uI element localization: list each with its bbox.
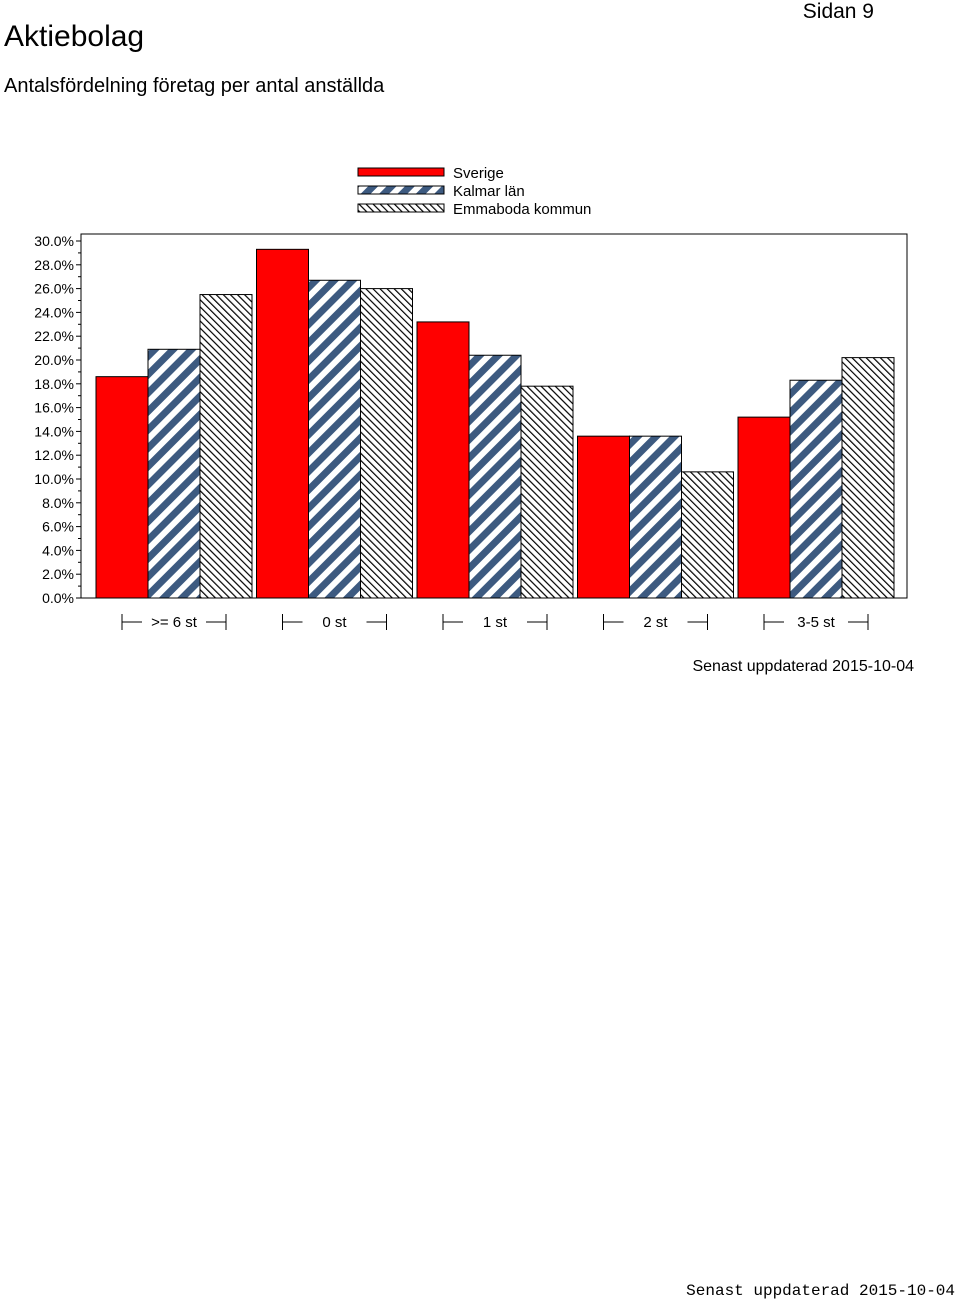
bar bbox=[256, 248, 309, 599]
y-tick-label: 26.0% bbox=[34, 281, 74, 297]
y-tick-label: 0.0% bbox=[42, 590, 74, 606]
legend-swatch bbox=[357, 185, 445, 195]
legend-label: Emmaboda kommun bbox=[453, 201, 591, 218]
y-tick-label: 16.0% bbox=[34, 400, 74, 416]
x-tick-label: >= 6 st bbox=[151, 614, 198, 631]
bar bbox=[95, 376, 149, 599]
legend-swatch bbox=[357, 203, 445, 213]
x-tick-label: 2 st bbox=[643, 614, 668, 631]
y-tick-label: 28.0% bbox=[34, 257, 74, 273]
page-subtitle: Antalsfördelning företag per antal anstä… bbox=[4, 75, 385, 97]
bar bbox=[737, 416, 791, 599]
bar bbox=[147, 348, 201, 599]
bar bbox=[199, 294, 253, 599]
y-tick-label: 22.0% bbox=[34, 328, 74, 344]
bar bbox=[308, 279, 361, 599]
y-tick-label: 14.0% bbox=[34, 423, 74, 439]
y-tick-label: 8.0% bbox=[42, 495, 74, 511]
y-tick-label: 18.0% bbox=[34, 376, 74, 392]
bar bbox=[681, 471, 734, 599]
y-tick-label: 12.0% bbox=[34, 447, 74, 463]
y-tick-label: 30.0% bbox=[34, 233, 74, 249]
bar bbox=[841, 357, 895, 599]
bar bbox=[629, 435, 682, 599]
bar bbox=[577, 435, 630, 599]
x-axis: >= 6 st 0 st 1 st 2 st 3-5 st bbox=[121, 614, 869, 631]
page-number: Sidan 9 bbox=[802, 0, 874, 23]
page-title: Aktiebolag bbox=[4, 20, 145, 53]
plot-area bbox=[80, 233, 908, 599]
legend-swatch bbox=[357, 167, 445, 177]
x-tick-label: 1 st bbox=[483, 614, 508, 631]
legend-label: Kalmar län bbox=[453, 183, 525, 200]
bar bbox=[789, 379, 843, 599]
x-tick-label: 0 st bbox=[322, 614, 347, 631]
x-tick-label: 3-5 st bbox=[797, 614, 835, 631]
y-tick-label: 2.0% bbox=[42, 566, 74, 582]
y-tick-label: 24.0% bbox=[34, 304, 74, 320]
legend-label: Sverige bbox=[453, 165, 504, 182]
bar bbox=[416, 321, 470, 599]
footer-updated-text: Senast uppdaterad 2015-10-04 bbox=[686, 1282, 955, 1300]
last-updated-text: Senast uppdaterad 2015-10-04 bbox=[692, 658, 914, 675]
y-tick-label: 10.0% bbox=[34, 471, 74, 487]
bar bbox=[360, 288, 413, 599]
bar bbox=[468, 354, 522, 599]
y-tick-label: 4.0% bbox=[42, 542, 74, 558]
y-axis: 0.0% 2.0% 4.0% 6.0% 8.0% 10.0% 12.0% 14.0% 16.0%… bbox=[34, 233, 81, 606]
y-tick-label: 20.0% bbox=[34, 352, 74, 368]
y-tick-label: 6.0% bbox=[42, 519, 74, 535]
bar bbox=[520, 385, 574, 599]
